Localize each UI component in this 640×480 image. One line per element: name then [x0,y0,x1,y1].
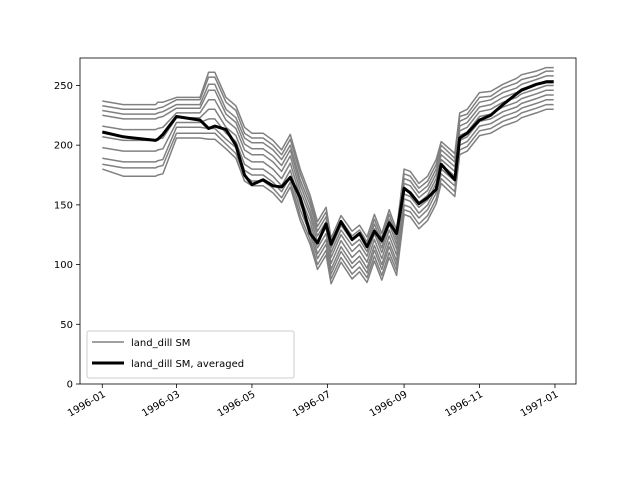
series-line-member-7 [102,94,554,271]
series-line-member-9 [102,103,554,280]
y-tick-label: 200 [54,141,73,152]
y-tick-label: 250 [54,81,73,92]
legend-box [86,330,295,379]
legend-label-average: land_dill SM, averaged [131,359,244,370]
series-line-member-1 [102,66,554,240]
legend: land_dill SM land_dill SM, averaged [86,330,295,379]
y-tick-label: 0 [67,380,73,391]
series-line-member-10 [102,108,554,285]
legend-label-members: land_dill SM [131,338,190,349]
series-line-member-2 [102,70,554,244]
series-line-member-5 [102,84,554,259]
series-layer [101,66,554,285]
y-axis: 0 50 100 150 200 250 [54,81,80,391]
series-line-member-4 [102,79,554,254]
series-line-average [101,80,554,249]
plot-frame [79,57,577,385]
y-tick-label: 50 [60,320,73,331]
y-tick-label: 150 [54,200,73,211]
y-tick-label: 100 [54,260,73,271]
